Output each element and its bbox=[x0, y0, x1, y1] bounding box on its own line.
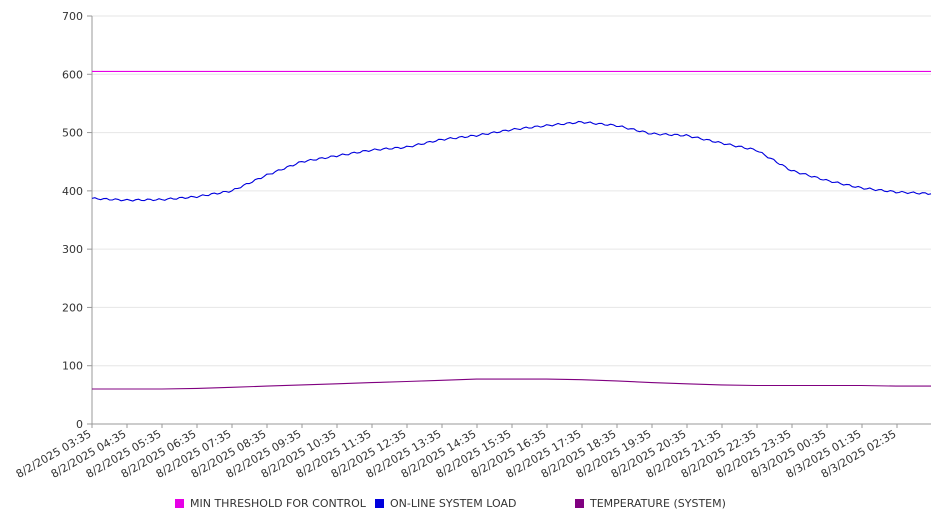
axes bbox=[87, 15, 931, 428]
series-line-system-load bbox=[91, 120, 932, 202]
legend-swatch-min-threshold bbox=[175, 499, 184, 508]
legend-swatch-system-load bbox=[375, 499, 384, 508]
legend-item-min-threshold[interactable]: MIN THRESHOLD FOR CONTROL bbox=[175, 497, 366, 510]
y-tick-label: 700 bbox=[62, 10, 83, 23]
y-tick-label: 300 bbox=[62, 243, 83, 256]
series-line-temperature bbox=[92, 378, 931, 390]
x-tick-labels: 8/2/2025 03:358/2/2025 04:358/2/2025 05:… bbox=[14, 427, 899, 481]
y-tick-label: 200 bbox=[62, 301, 83, 314]
series-lines bbox=[91, 70, 932, 390]
grid bbox=[92, 15, 931, 425]
legend: MIN THRESHOLD FOR CONTROL ON-LINE SYSTEM… bbox=[0, 497, 946, 515]
legend-swatch-temperature bbox=[575, 499, 584, 508]
legend-label-temperature: TEMPERATURE (SYSTEM) bbox=[590, 497, 726, 510]
y-tick-label: 600 bbox=[62, 68, 83, 81]
legend-item-system-load[interactable]: ON-LINE SYSTEM LOAD bbox=[375, 497, 516, 510]
legend-label-system-load: ON-LINE SYSTEM LOAD bbox=[390, 497, 517, 510]
y-tick-label: 400 bbox=[62, 185, 83, 198]
y-tick-labels: 0 100 200 300 400 500 600 700 bbox=[62, 10, 83, 431]
y-tick-label: 500 bbox=[62, 127, 83, 140]
legend-item-temperature[interactable]: TEMPERATURE (SYSTEM) bbox=[575, 497, 726, 510]
y-tick-label: 100 bbox=[62, 360, 83, 373]
y-tick-label: 0 bbox=[76, 418, 83, 431]
legend-label-min-threshold: MIN THRESHOLD FOR CONTROL bbox=[190, 497, 366, 510]
